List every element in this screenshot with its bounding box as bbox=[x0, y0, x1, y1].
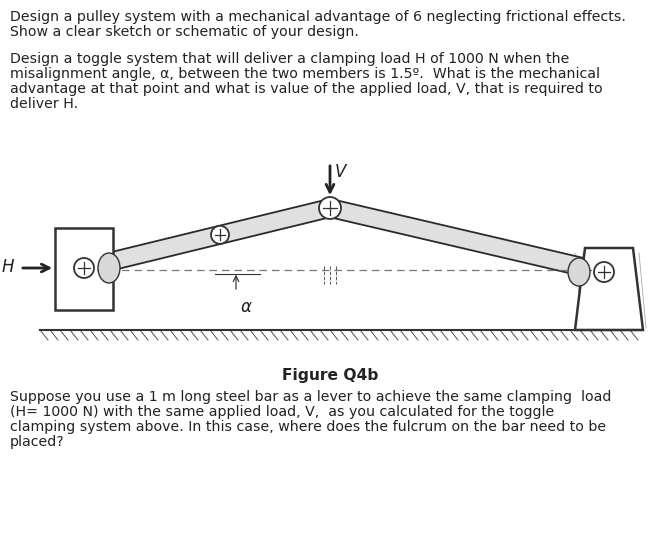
Text: (H= 1000 N) with the same applied load, V,  as you calculated for the toggle: (H= 1000 N) with the same applied load, … bbox=[10, 405, 554, 419]
Text: deliver H.: deliver H. bbox=[10, 97, 78, 111]
Text: Figure Q4b: Figure Q4b bbox=[282, 368, 378, 383]
Polygon shape bbox=[575, 248, 643, 330]
Circle shape bbox=[211, 226, 229, 244]
Text: advantage at that point and what is value of the applied load, V, that is requir: advantage at that point and what is valu… bbox=[10, 82, 603, 96]
Text: Design a pulley system with a mechanical advantage of 6 neglecting frictional ef: Design a pulley system with a mechanical… bbox=[10, 10, 626, 24]
Text: $\alpha$: $\alpha$ bbox=[240, 298, 253, 316]
Text: misalignment angle, α, between the two members is 1.5º.  What is the mechanical: misalignment angle, α, between the two m… bbox=[10, 67, 600, 81]
Polygon shape bbox=[328, 199, 606, 281]
Text: V: V bbox=[335, 163, 347, 181]
Circle shape bbox=[594, 262, 614, 282]
Text: H: H bbox=[1, 258, 14, 276]
Text: Design a toggle system that will deliver a clamping load H of 1000 N when the: Design a toggle system that will deliver… bbox=[10, 52, 570, 66]
Text: placed?: placed? bbox=[10, 435, 65, 449]
Polygon shape bbox=[82, 199, 332, 277]
Bar bbox=[55, 228, 113, 310]
Circle shape bbox=[74, 258, 94, 278]
Circle shape bbox=[319, 197, 341, 219]
Ellipse shape bbox=[98, 253, 120, 283]
Text: clamping system above. In this case, where does the fulcrum on the bar need to b: clamping system above. In this case, whe… bbox=[10, 420, 606, 434]
Text: Suppose you use a 1 m long steel bar as a lever to achieve the same clamping  lo: Suppose you use a 1 m long steel bar as … bbox=[10, 390, 611, 404]
Ellipse shape bbox=[568, 258, 590, 286]
Text: Show a clear sketch or schematic of your design.: Show a clear sketch or schematic of your… bbox=[10, 25, 359, 39]
